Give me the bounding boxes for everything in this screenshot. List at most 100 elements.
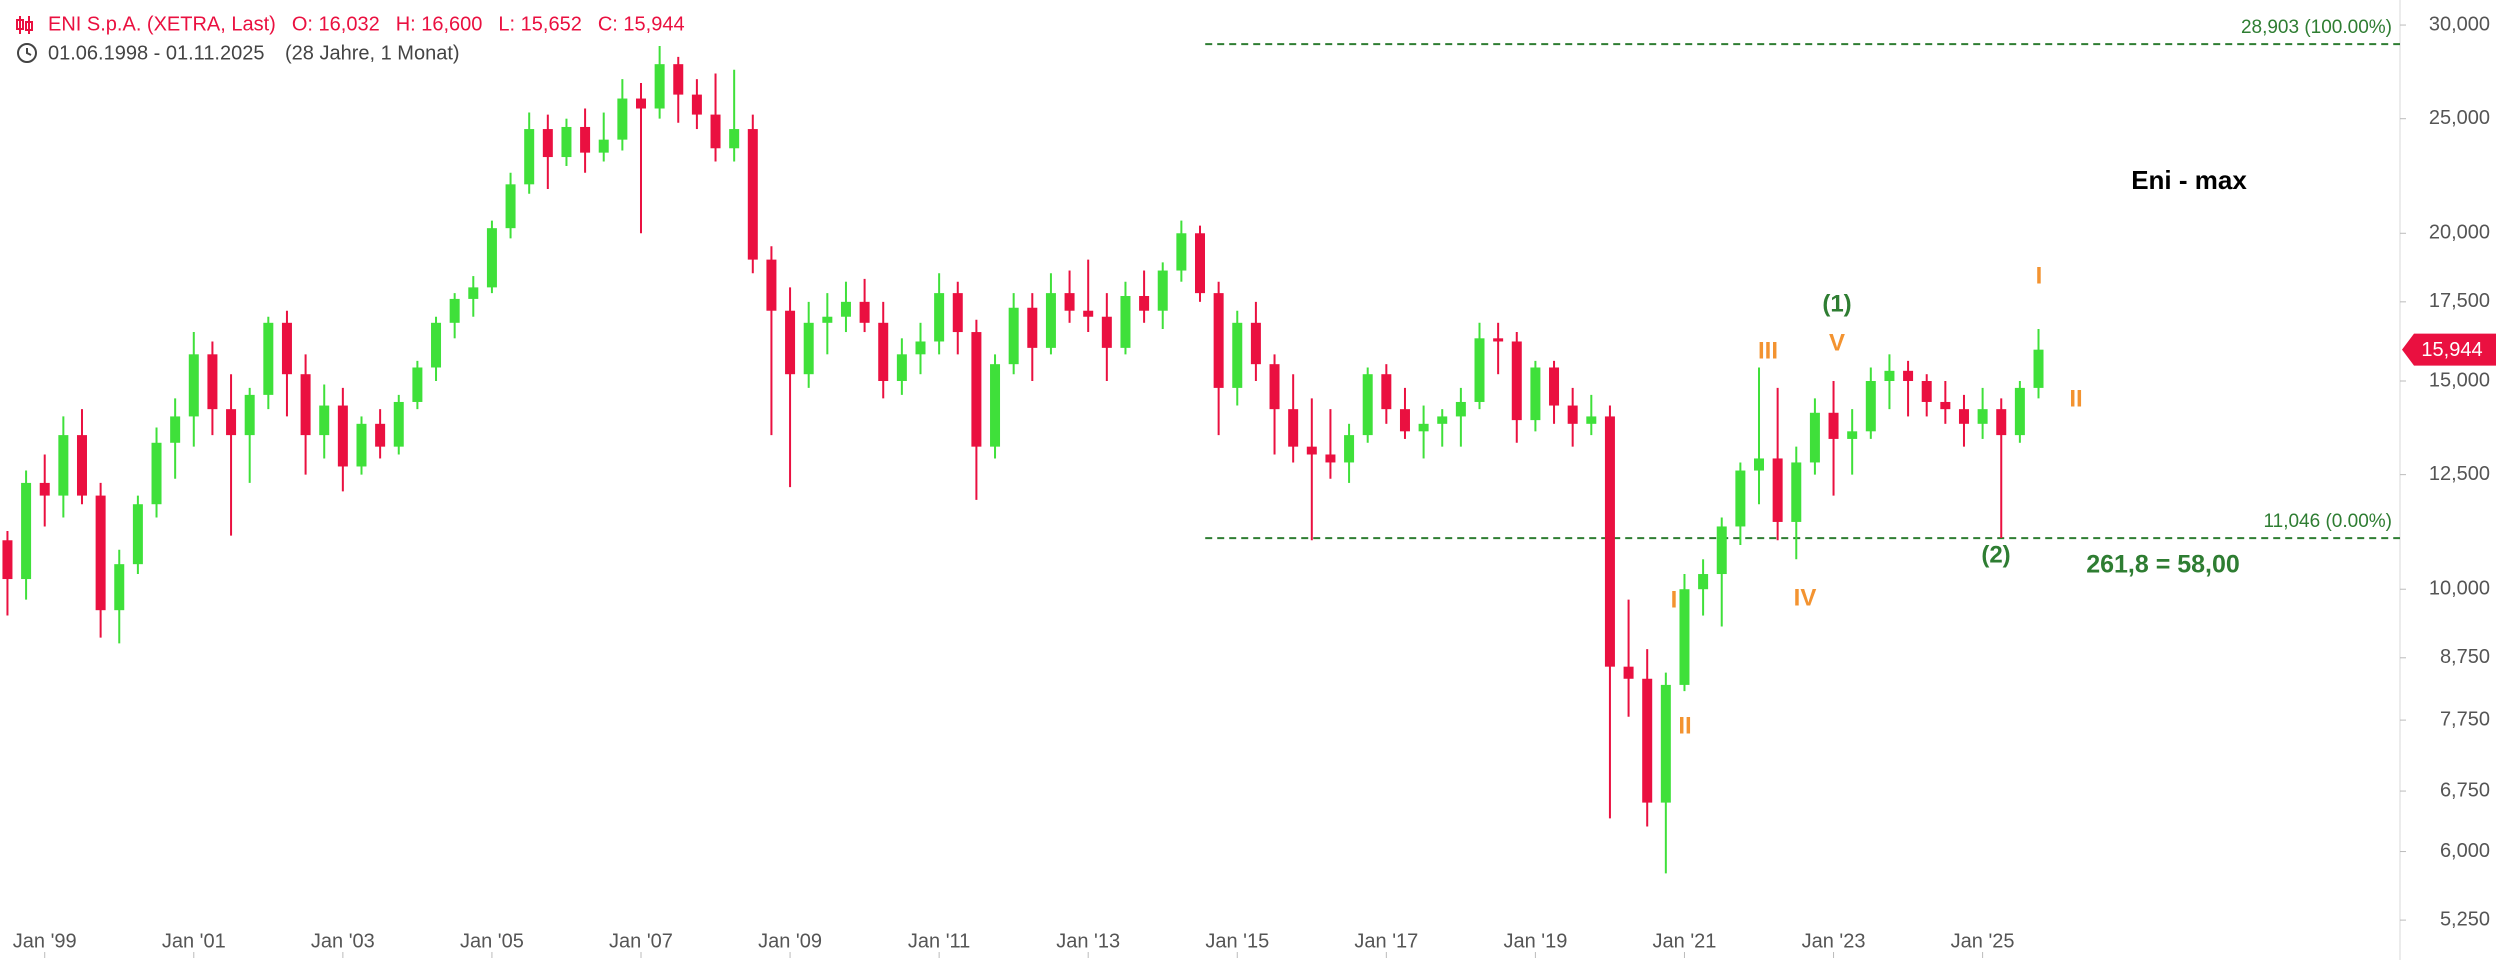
quote-value: L: 15,652	[498, 13, 581, 35]
candle-body	[1735, 470, 1746, 527]
candle-body	[1903, 370, 1914, 382]
candle-body	[1045, 293, 1056, 348]
candle-body	[1325, 454, 1336, 463]
candle-body	[1754, 458, 1765, 471]
fib-label: 11,046 (0.00%)	[2263, 511, 2392, 532]
annotation: 261,8 = 58,00	[2086, 551, 2240, 579]
candle-body	[952, 293, 963, 333]
candle-body	[431, 322, 442, 368]
candle-body	[1083, 310, 1094, 317]
candle-body	[785, 310, 796, 375]
candle-body	[1027, 307, 1038, 348]
candle-body	[21, 482, 32, 580]
y-tick-label: 12,500	[2429, 463, 2490, 485]
annotation: (1)	[1822, 290, 1851, 317]
candle-body	[188, 354, 199, 417]
candle-body	[2, 540, 13, 580]
candle-icon	[16, 16, 33, 34]
candle-body	[1642, 678, 1653, 803]
candle-body	[2033, 349, 2044, 388]
candle-body	[132, 504, 143, 565]
candle-body	[95, 495, 106, 611]
x-tick-label: Jan '99	[13, 930, 77, 952]
candle-body	[803, 322, 814, 375]
candle-body	[1437, 416, 1448, 424]
quote-value: H: 16,600	[396, 13, 483, 35]
candle-body	[1511, 341, 1522, 421]
candle-body	[840, 301, 851, 317]
annotation: I	[1671, 586, 1678, 613]
candle-body	[263, 322, 274, 395]
candle-body	[1791, 462, 1802, 522]
candle-body	[486, 228, 497, 288]
y-tick-label: 6,000	[2440, 840, 2490, 862]
candle-body	[281, 322, 292, 375]
candle-body	[375, 423, 386, 447]
x-tick-label: Jan '21	[1653, 930, 1717, 952]
candle-body	[1865, 381, 1876, 432]
annotation: IV	[1794, 584, 1817, 611]
y-tick-label: 20,000	[2429, 222, 2490, 244]
candle-body	[990, 364, 1001, 447]
candle-body	[1418, 423, 1429, 432]
candle-body	[1958, 409, 1969, 424]
annotation: Eni - max	[2131, 165, 2247, 195]
annotation: I	[2036, 262, 2043, 289]
candle-body	[226, 409, 237, 436]
candle-body	[356, 423, 367, 467]
y-tick-label: 17,500	[2429, 290, 2490, 312]
candle-body	[1716, 526, 1727, 575]
candle-body	[244, 394, 255, 436]
candle-body	[1157, 270, 1168, 311]
candle-body	[337, 405, 348, 467]
candle-body	[114, 564, 125, 611]
candle-body	[1977, 409, 1988, 424]
candle-body	[1120, 296, 1131, 348]
candle-body	[412, 367, 423, 402]
candle-body	[1381, 374, 1392, 410]
candle-body	[1455, 401, 1466, 417]
clock-icon	[17, 43, 37, 63]
candle-body	[542, 129, 553, 158]
candle-body	[766, 259, 777, 311]
candle-body	[1362, 374, 1373, 436]
candle-body	[1232, 322, 1243, 388]
candle-body	[1772, 458, 1783, 522]
candle-body	[1586, 416, 1597, 424]
candle-body	[1698, 574, 1709, 590]
candle-body	[580, 126, 591, 153]
quote-value: O: 16,032	[292, 13, 380, 35]
candle-body	[1604, 416, 1615, 667]
candle-body	[598, 139, 609, 153]
candle-body	[561, 126, 572, 158]
candle-body	[710, 114, 721, 149]
candle-body	[1623, 666, 1634, 679]
candle-body	[1996, 409, 2007, 436]
candle-body	[1288, 409, 1299, 447]
x-tick-label: Jan '15	[1205, 930, 1269, 952]
y-tick-label: 5,250	[2440, 908, 2490, 930]
candle-body	[1828, 412, 1839, 439]
candle-body	[915, 341, 926, 355]
candle-body	[747, 129, 758, 260]
candle-body	[1344, 435, 1355, 463]
last-price-label: 15,944	[2421, 339, 2482, 361]
y-tick-label: 25,000	[2429, 107, 2490, 129]
x-tick-label: Jan '13	[1056, 930, 1120, 952]
candle-body	[1493, 338, 1504, 342]
candle-body	[729, 129, 740, 149]
candle-body	[654, 64, 665, 109]
period: 01.06.1998 - 01.11.2025	[48, 42, 264, 64]
x-tick-label: Jan '01	[162, 930, 226, 952]
duration: (28 Jahre, 1 Monat)	[285, 42, 460, 64]
candle-body	[300, 374, 311, 436]
candle-body	[635, 98, 646, 109]
candle-body	[1269, 364, 1280, 410]
candle-body	[58, 435, 69, 496]
candle-body	[1101, 316, 1112, 348]
candle-body	[1809, 412, 1820, 463]
candle-body	[2014, 387, 2025, 436]
candle-body	[971, 332, 982, 447]
candle-body	[859, 301, 870, 323]
